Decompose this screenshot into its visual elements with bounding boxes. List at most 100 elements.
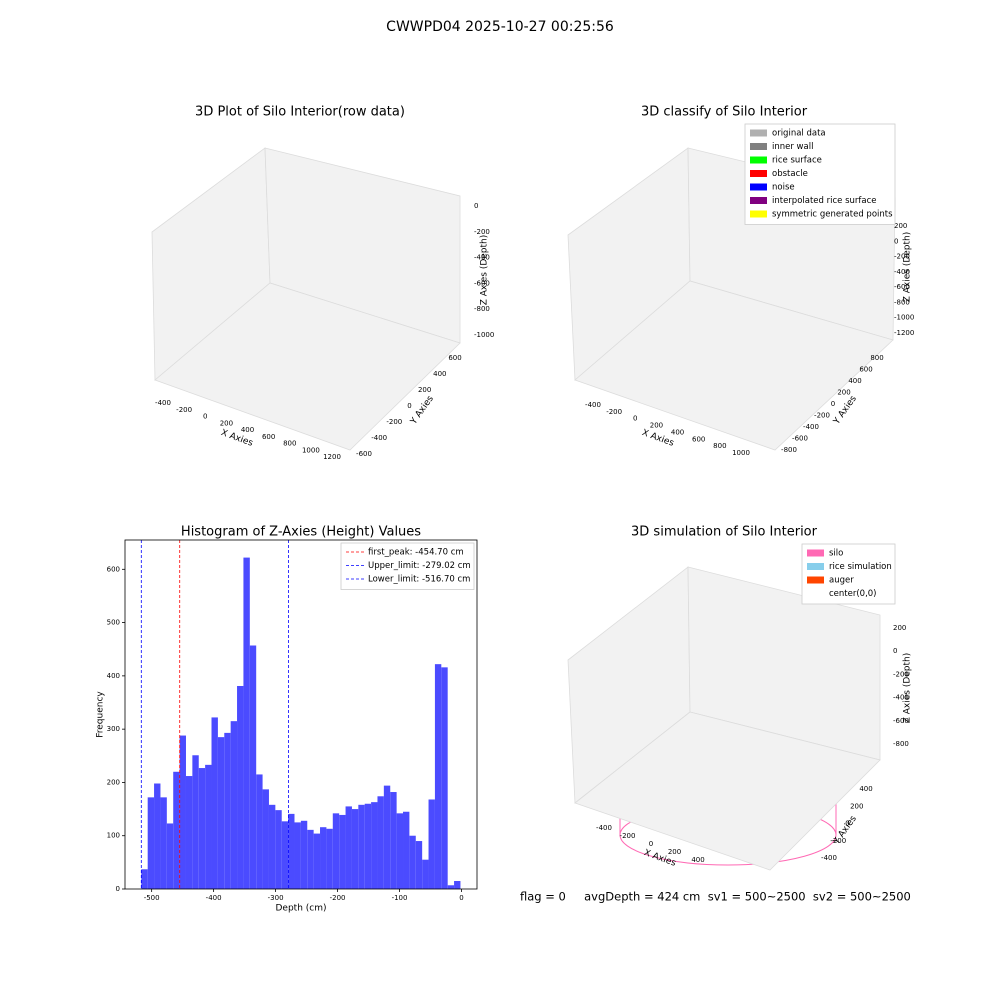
- y-tick-label: -800: [781, 446, 797, 454]
- histogram-bar: [434, 664, 442, 889]
- histogram-bar: [237, 685, 244, 889]
- x-tick-label: 400: [241, 426, 254, 434]
- histogram-bar: [364, 803, 372, 889]
- histogram-bar: [313, 833, 321, 889]
- z-tick-label: 200: [893, 624, 906, 632]
- y-tick-label: 0: [407, 402, 411, 410]
- x-tick-label: -200: [330, 894, 346, 902]
- z-axis-label: Z Axies (Depth): [903, 653, 913, 724]
- legend-label: obstacle: [772, 169, 808, 179]
- z-tick-label: -400: [894, 268, 910, 276]
- z-tick-label: -800: [474, 305, 490, 313]
- x-tick-label: -200: [620, 832, 636, 840]
- pane: [574, 280, 894, 451]
- x-tick-label: 0: [633, 415, 637, 423]
- legend-patch: [807, 549, 824, 557]
- histogram-bar: [358, 804, 365, 889]
- histogram-bar: [428, 799, 435, 889]
- x-tick-label: 0: [459, 894, 463, 902]
- x-tick-label: -400: [596, 824, 612, 832]
- figure-title: CWWPD04 2025-10-27 00:25:56: [386, 19, 614, 35]
- z-tick-label: -1200: [894, 329, 914, 337]
- histogram-bar: [326, 828, 333, 889]
- y-tick-label: 600: [448, 354, 461, 362]
- histogram-bar: [339, 814, 346, 889]
- x-tick-label: 400: [671, 428, 684, 436]
- histogram-bar: [179, 735, 186, 889]
- legend-label: first_peak: -454.70 cm: [368, 548, 464, 558]
- legend-patch: [750, 143, 767, 150]
- y-axis-label: Frequency: [96, 691, 106, 738]
- y-tick-label: 400: [859, 785, 872, 793]
- z-tick-label: 0: [474, 202, 478, 210]
- histogram-bar: [185, 776, 193, 889]
- plots: 3D Plot of Silo Interior(row data) -400 -2…: [96, 105, 915, 914]
- y-tick-label: 800: [870, 354, 883, 362]
- status-footer: flag = 0 avgDepth = 424 cm sv1 = 500~250…: [520, 890, 911, 904]
- legend-label: interpolated rice surface: [772, 196, 877, 206]
- pane: [154, 282, 461, 451]
- legend-patch: [750, 197, 767, 204]
- histogram-bar: [300, 820, 308, 889]
- histogram-bar: [422, 859, 429, 889]
- histogram-bar: [154, 783, 161, 889]
- z-tick-label: -600: [474, 279, 490, 287]
- x-tick-label: 600: [692, 435, 705, 443]
- legend-patch: [807, 576, 824, 584]
- subplot-title: Histogram of Z-Axies (Height) Values: [181, 525, 421, 540]
- y-tick-label: -400: [803, 423, 819, 431]
- subplot-title: 3D classify of Silo Interior: [641, 105, 808, 120]
- z-tick-label: -600: [893, 717, 909, 725]
- y-tick-label: -600: [356, 450, 372, 458]
- histogram-bar: [409, 835, 416, 889]
- y-tick-label: 300: [107, 725, 120, 733]
- histogram-bar: [275, 810, 282, 889]
- y-tick-label: -200: [814, 412, 830, 420]
- histogram-bar: [217, 737, 225, 889]
- legend-label: Lower_limit: -516.70 cm: [368, 575, 470, 585]
- x-tick-label: 1000: [732, 449, 750, 457]
- histogram-bar: [147, 797, 155, 889]
- histogram-bar: [262, 789, 269, 889]
- legend-label: silo: [829, 549, 843, 559]
- y-tick-label: 200: [837, 389, 850, 397]
- histogram-bar: [390, 792, 397, 889]
- histogram-bar: [377, 796, 384, 889]
- subplot-title: 3D Plot of Silo Interior(row data): [195, 105, 405, 120]
- x-tick-label: 200: [220, 419, 233, 427]
- legend-box: [340, 542, 475, 590]
- histogram-bar: [281, 821, 289, 889]
- z-axis-label: Z Axies (Depth): [903, 232, 913, 303]
- legend-patch: [750, 170, 767, 177]
- histogram-bar: [383, 785, 391, 889]
- histogram-bar: [211, 717, 218, 889]
- histogram-bar: [230, 721, 238, 889]
- x-tick-label: 200: [650, 422, 663, 430]
- legend-patch: [807, 563, 824, 570]
- x-tick-label: -200: [606, 408, 622, 416]
- histogram-bar: [205, 764, 212, 889]
- z-tick-label: -200: [893, 670, 909, 678]
- x-tick-label: 600: [262, 433, 275, 441]
- subplot-title: 3D simulation of Silo Interior: [631, 525, 818, 540]
- pane: [574, 711, 881, 871]
- z-tick-label: 0: [894, 237, 898, 245]
- legend-label: inner wall: [772, 142, 813, 152]
- histogram-bar: [166, 823, 174, 889]
- y-tick-label: -400: [371, 434, 387, 442]
- x-tick-label: 800: [283, 440, 296, 448]
- z-tick-label: -600: [894, 283, 910, 291]
- legend-label: rice surface: [772, 156, 822, 166]
- histogram-bar: [454, 881, 461, 889]
- plot-frame: [124, 539, 478, 890]
- z-tick-label: 0: [893, 647, 897, 655]
- legend-patch: [750, 183, 767, 191]
- x-tick-label: 200: [668, 848, 681, 856]
- y-tick-label: 100: [107, 832, 120, 840]
- legend-label: Upper_limit: -279.02 cm: [368, 561, 471, 571]
- histogram-bar: [256, 774, 263, 889]
- z-tick-label: -1000: [894, 314, 914, 322]
- histogram-bar: [294, 822, 301, 889]
- z-tick-label: -200: [474, 228, 490, 236]
- y-tick-label: 400: [433, 370, 446, 378]
